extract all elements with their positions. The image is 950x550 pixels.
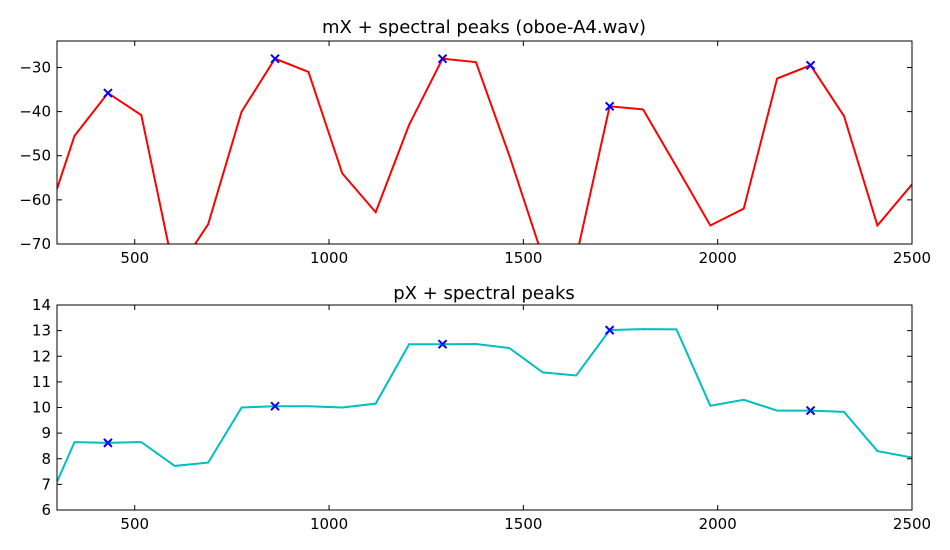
peak-marker bbox=[604, 101, 615, 112]
x-tick-label: 2500 bbox=[893, 249, 931, 267]
chart-title: pX + spectral peaks bbox=[393, 283, 575, 304]
x-tick-label: 2000 bbox=[699, 249, 737, 267]
x-tick-label: 2500 bbox=[893, 515, 931, 533]
chart-title: mX + spectral peaks (oboe-A4.wav) bbox=[322, 17, 646, 38]
peak-marker bbox=[805, 60, 816, 70]
magnitude-spectrum-chart: mX + spectral peaks (oboe-A4.wav) 500 100… bbox=[19, 17, 931, 267]
magnitude-series-line bbox=[57, 57, 912, 244]
y-tick-label: 14 bbox=[32, 296, 51, 314]
peak-marker bbox=[604, 325, 615, 335]
x-tick-label: 1000 bbox=[310, 515, 348, 533]
plot-frame bbox=[56, 40, 913, 245]
x-tick-label: 1000 bbox=[310, 249, 348, 267]
y-tick-label: −50 bbox=[19, 147, 51, 165]
y-tick-label: 7 bbox=[41, 475, 51, 493]
peak-marker bbox=[103, 438, 113, 448]
y-tick-label: 13 bbox=[32, 322, 51, 340]
y-tick-label: 8 bbox=[41, 450, 51, 468]
x-tick-label: 1500 bbox=[504, 249, 542, 267]
y-tick-label: 12 bbox=[32, 347, 51, 365]
y-tick-label: −60 bbox=[19, 191, 51, 209]
phase-spectrum-chart: pX + spectral peaks 500 1000 1500 2000 2500 6… bbox=[32, 283, 931, 533]
plot-frame bbox=[56, 304, 913, 511]
phase-series-line bbox=[57, 328, 912, 483]
x-tick-label: 2000 bbox=[699, 515, 737, 533]
peak-marker bbox=[437, 339, 448, 349]
x-tick-label: 500 bbox=[120, 249, 149, 267]
y-tick-label: 9 bbox=[41, 424, 51, 442]
y-tick-label: −70 bbox=[19, 235, 51, 253]
y-tick-label: 11 bbox=[32, 373, 51, 391]
x-tick-label: 1500 bbox=[504, 515, 542, 533]
peak-marker bbox=[103, 88, 113, 98]
peak-marker bbox=[270, 53, 280, 64]
y-tick-label: 6 bbox=[41, 501, 51, 519]
x-tick-label: 500 bbox=[120, 515, 149, 533]
y-tick-label: 10 bbox=[32, 399, 51, 417]
peak-marker bbox=[270, 401, 280, 411]
peak-marker bbox=[437, 53, 448, 64]
y-tick-label: −30 bbox=[19, 58, 51, 76]
peak-marker bbox=[805, 405, 816, 416]
y-tick-label: −40 bbox=[19, 103, 51, 121]
